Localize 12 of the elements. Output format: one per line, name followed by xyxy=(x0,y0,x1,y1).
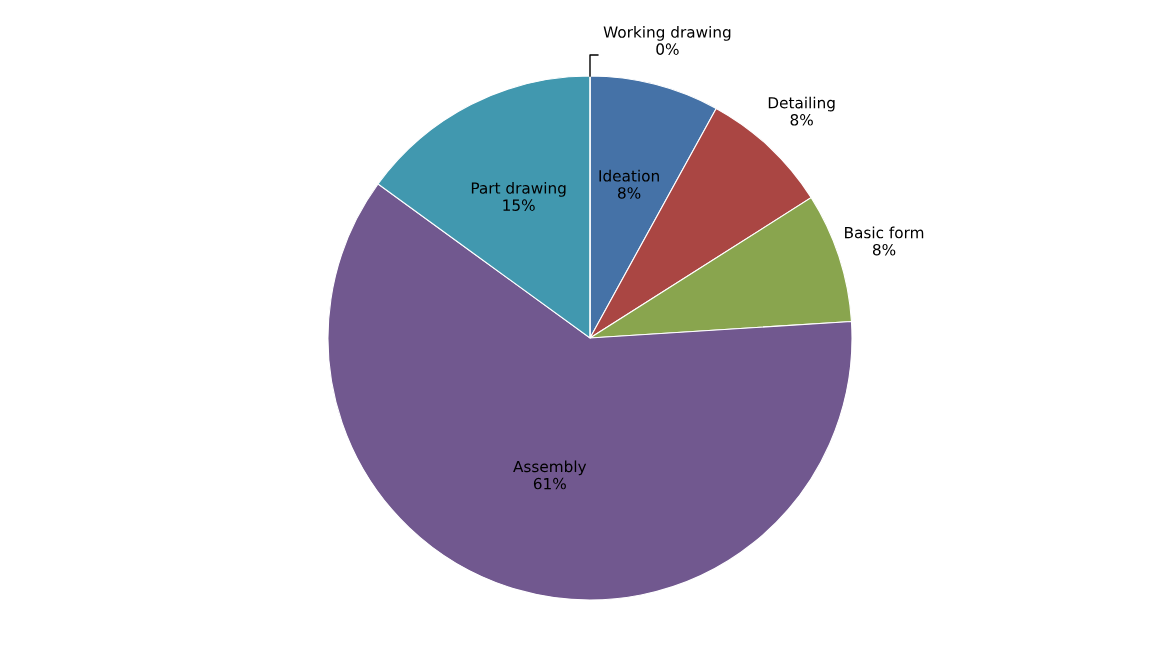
text: 0% xyxy=(656,43,679,55)
slice-label: Detailing xyxy=(768,96,835,112)
data-label: 8% xyxy=(618,187,641,199)
slice-label: Part drawing xyxy=(471,181,566,197)
data-label: 8% xyxy=(790,114,813,126)
slice-label: Ideation xyxy=(599,169,659,182)
category-label: Working drawing xyxy=(603,25,731,41)
data-label: 61% xyxy=(533,477,566,490)
slice-label: Basic form xyxy=(845,226,924,239)
data-label: 8% xyxy=(872,243,896,256)
data-label: 15% xyxy=(503,199,535,211)
slice-label: Assembly xyxy=(513,460,587,476)
